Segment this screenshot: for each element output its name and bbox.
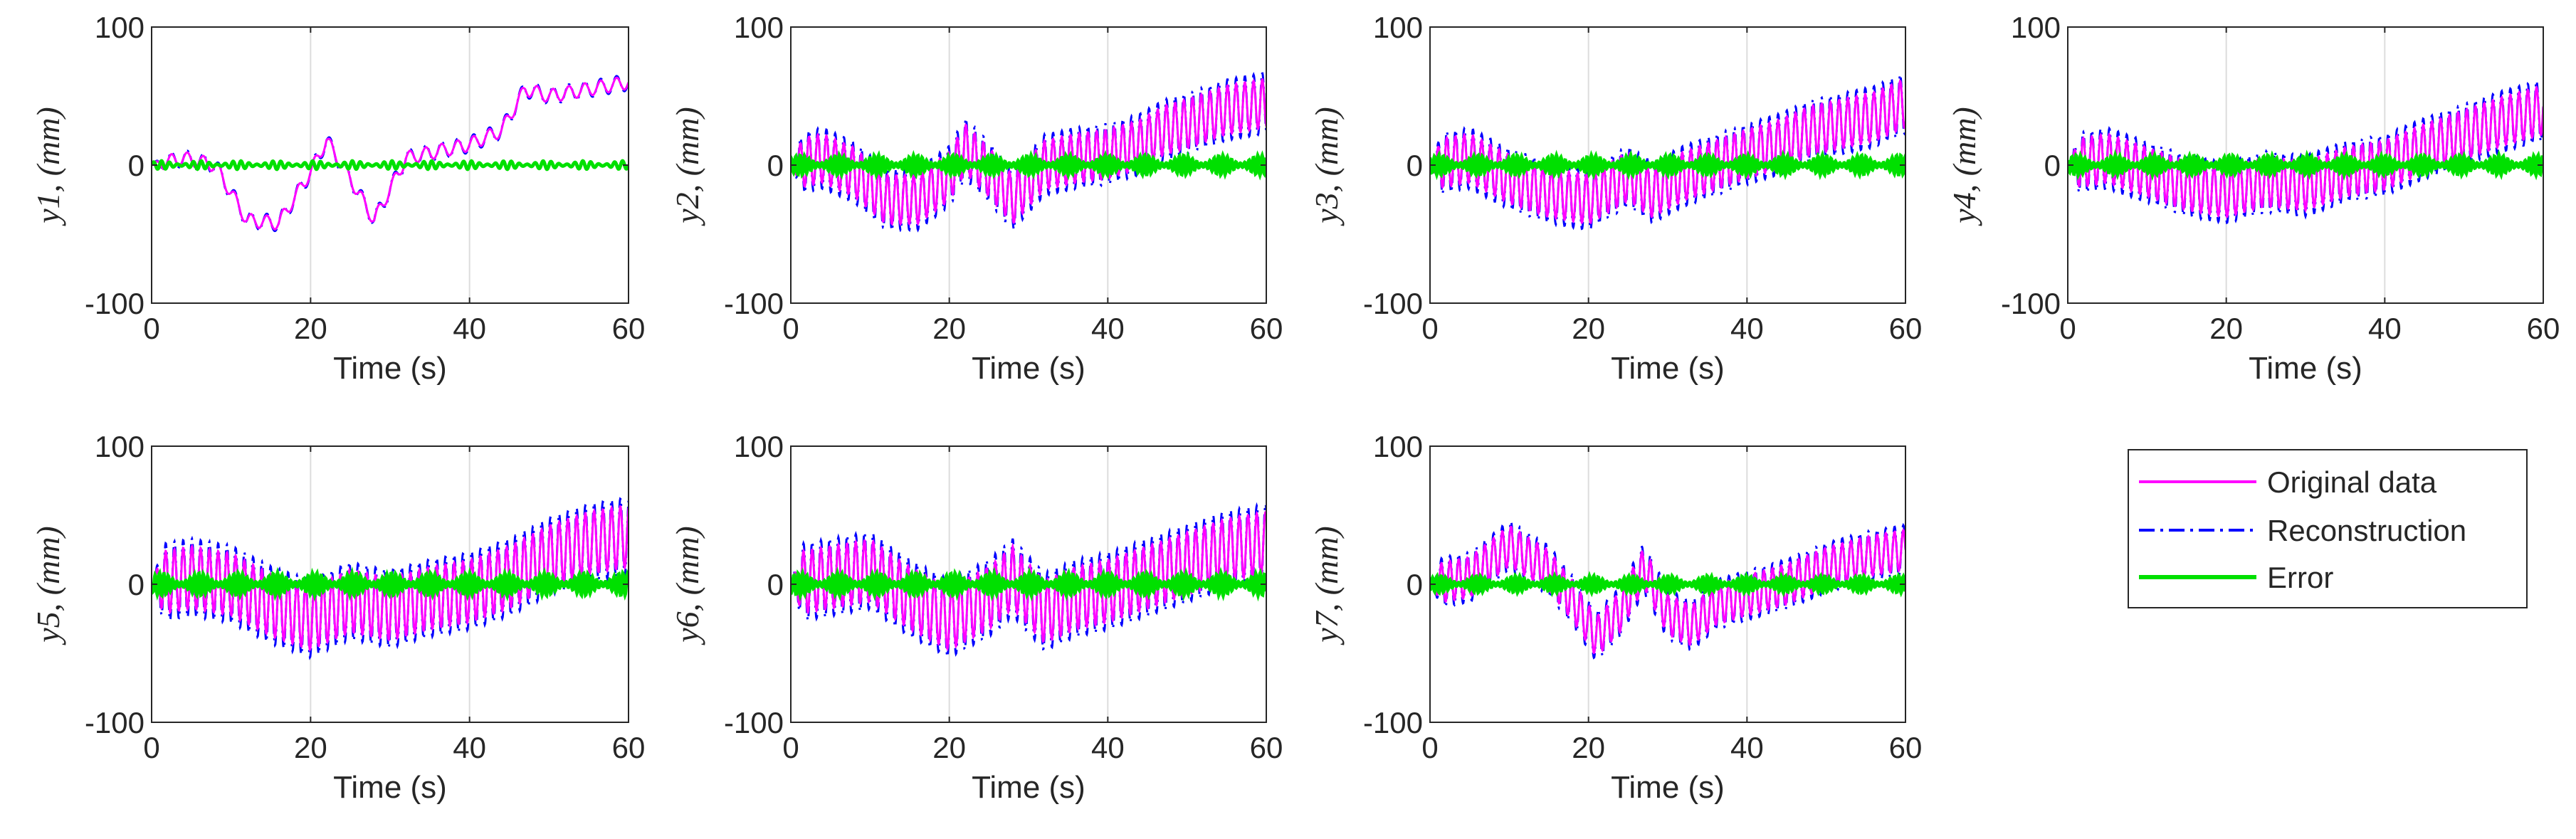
y-tick-label: 100 (1373, 430, 1423, 463)
y-tick-label: 100 (734, 11, 784, 44)
x-tick-label: 60 (1250, 312, 1283, 345)
series-group (2068, 78, 2543, 225)
y-axis-label: y4, (mm) (1946, 107, 1982, 226)
x-tick-label: 40 (1730, 731, 1764, 764)
x-tick-label: 20 (932, 312, 966, 345)
series-line-error (791, 149, 1266, 181)
legend-label-error: Error (2267, 561, 2333, 594)
legend: Original data Reconstruction Error (2128, 449, 2528, 608)
series-line-error (1430, 571, 1905, 598)
y-tick-label: -100 (1363, 706, 1423, 739)
y-axis-label: y2, (mm) (669, 107, 705, 226)
x-tick-label: 60 (612, 731, 646, 764)
series-group (791, 502, 1266, 660)
x-axis-label: Time (s) (972, 351, 1085, 386)
y-tick-label: -100 (85, 287, 144, 320)
x-tick-label: 60 (1889, 731, 1923, 764)
x-tick-label: 0 (1421, 731, 1438, 764)
y-tick-label: 0 (2044, 149, 2061, 182)
series-line-original (2068, 85, 2543, 218)
series-group (791, 71, 1266, 233)
y-axis-label: y1, (mm) (30, 107, 66, 226)
y-tick-label: 100 (734, 430, 784, 463)
x-tick-label: 40 (453, 312, 486, 345)
x-tick-label: 0 (143, 731, 159, 764)
y-tick-label: 0 (767, 568, 784, 601)
y-axis-label: y7, (mm) (1308, 526, 1345, 645)
series-line-original (152, 505, 629, 653)
y-tick-label: -100 (85, 706, 144, 739)
y-axis-label: y5, (mm) (30, 526, 66, 645)
legend-box (2128, 449, 2528, 608)
series-line-error (2068, 149, 2543, 181)
y-tick-label: 0 (128, 149, 144, 182)
legend-label-reconstruction: Reconstruction (2267, 514, 2466, 547)
series-line-error (791, 566, 1266, 602)
y-tick-label: 100 (95, 430, 144, 463)
y-tick-label: -100 (1363, 287, 1423, 320)
series-group (152, 75, 629, 233)
series-line-error (1430, 149, 1905, 181)
series-line-error (152, 159, 629, 172)
x-tick-label: 40 (2368, 312, 2402, 345)
x-tick-label: 40 (1730, 312, 1764, 345)
series-group (1430, 72, 1905, 231)
x-tick-label: 60 (612, 312, 646, 345)
y-tick-label: -100 (724, 706, 784, 739)
x-tick-label: 20 (294, 731, 327, 764)
x-tick-label: 60 (2527, 312, 2560, 345)
y-tick-label: 0 (1407, 568, 1423, 601)
x-tick-label: 40 (453, 731, 486, 764)
series-group (152, 497, 629, 660)
y-tick-label: 100 (1373, 11, 1423, 44)
x-tick-label: 60 (1889, 312, 1923, 345)
x-tick-label: 60 (1250, 731, 1283, 764)
x-tick-label: 40 (1091, 312, 1125, 345)
y-axis-label: y6, (mm) (669, 526, 705, 645)
x-tick-label: 20 (932, 731, 966, 764)
series-line-original (152, 76, 629, 231)
x-tick-label: 20 (1572, 312, 1605, 345)
y-axis-label: y3, (mm) (1308, 107, 1345, 226)
x-tick-label: 20 (294, 312, 327, 345)
x-tick-label: 20 (2209, 312, 2243, 345)
series-group (1430, 520, 1905, 660)
x-axis-label: Time (s) (1611, 770, 1725, 805)
legend-label-original: Original data (2267, 465, 2437, 499)
x-tick-label: 0 (2059, 312, 2076, 345)
y-tick-label: 100 (2011, 11, 2061, 44)
y-tick-label: 0 (767, 149, 784, 182)
x-tick-label: 40 (1091, 731, 1125, 764)
x-axis-label: Time (s) (972, 770, 1085, 805)
series-line-error (152, 566, 629, 602)
x-axis-label: Time (s) (333, 770, 447, 805)
y-tick-label: 0 (128, 568, 144, 601)
y-tick-label: -100 (2001, 287, 2061, 320)
x-tick-label: 0 (782, 312, 799, 345)
y-tick-label: -100 (724, 287, 784, 320)
y-tick-label: 100 (95, 11, 144, 44)
y-tick-label: 0 (1407, 149, 1423, 182)
x-tick-label: 20 (1572, 731, 1605, 764)
x-tick-label: 0 (143, 312, 159, 345)
x-axis-label: Time (s) (333, 351, 447, 386)
x-tick-label: 0 (1421, 312, 1438, 345)
x-axis-label: Time (s) (1611, 351, 1725, 386)
x-tick-label: 0 (782, 731, 799, 764)
series-line-original (1430, 525, 1905, 655)
x-axis-label: Time (s) (2249, 351, 2362, 386)
